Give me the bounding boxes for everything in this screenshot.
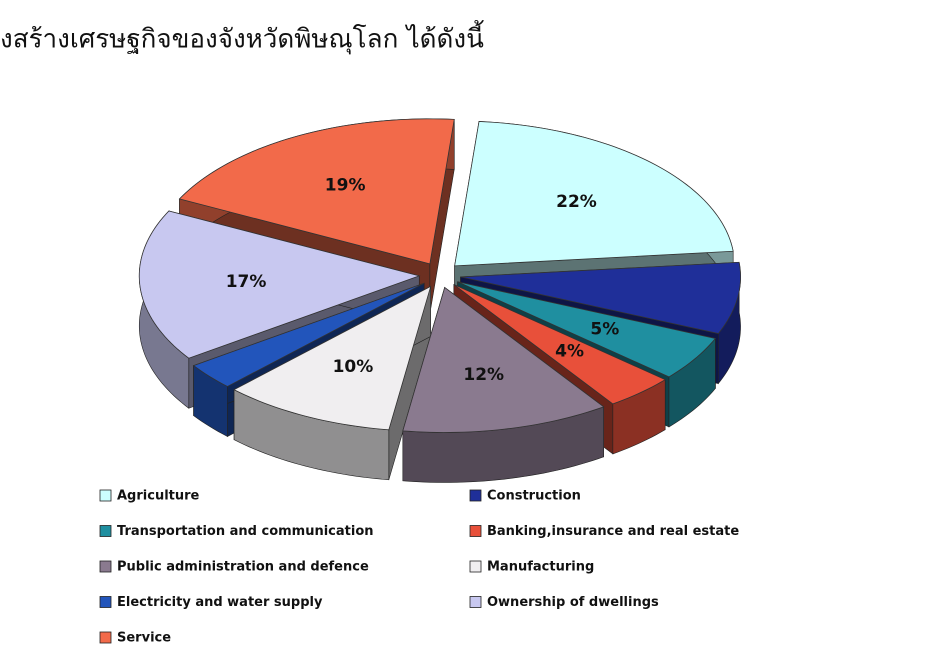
legend-label: Public administration and defence <box>117 560 369 575</box>
data-label: 4% <box>555 342 584 362</box>
data-label: 12% <box>463 365 504 385</box>
data-label: 5% <box>590 319 619 339</box>
legend-swatch <box>469 596 482 608</box>
legend-swatch <box>99 560 112 573</box>
chart-title: งสร้างเศรษฐกิจของจังหวัดพิษณุโลก ได้ดังน… <box>0 20 484 55</box>
data-label: 22% <box>556 192 597 212</box>
legend-label: Agriculture <box>117 489 200 504</box>
legend-swatch <box>469 489 482 502</box>
slice <box>178 118 455 265</box>
legend-swatch <box>99 631 112 644</box>
legend-swatch <box>99 525 112 537</box>
legend-label: Transportation and communication <box>117 524 374 539</box>
legend-label: Electricity and water supply <box>117 595 323 610</box>
pie: 22% 5% 4% 12% 10% 17% 19% <box>138 118 741 483</box>
data-label: 17% <box>226 272 267 292</box>
legend-label: Ownership of dwellings <box>487 595 659 610</box>
slice <box>457 281 717 378</box>
legend-label: Service <box>117 631 171 646</box>
slice <box>460 261 741 335</box>
legend-label: Banking,insurance and real estate <box>487 524 739 539</box>
legend-label: Construction <box>487 489 581 504</box>
legend-swatch <box>99 596 112 608</box>
slice <box>192 282 425 387</box>
data-label: 10% <box>333 357 374 377</box>
slice <box>454 121 734 267</box>
legend-swatch <box>469 525 482 537</box>
slice <box>453 284 667 405</box>
legend-swatch <box>99 489 112 502</box>
slice <box>402 286 605 433</box>
legend: Agriculture Construction Transportation an… <box>99 489 739 646</box>
legend-swatch <box>469 560 482 573</box>
legend-label: Manufacturing <box>487 560 594 575</box>
data-label: 19% <box>325 175 366 195</box>
slice <box>138 210 421 359</box>
slice <box>233 285 432 431</box>
